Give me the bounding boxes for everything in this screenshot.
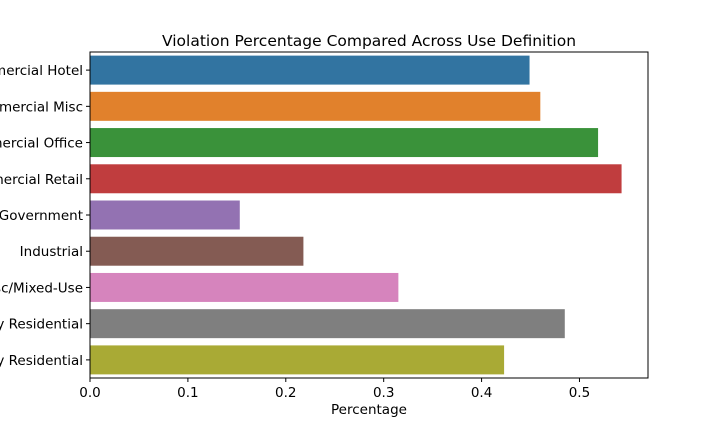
bar-multi-family-residential <box>90 309 565 339</box>
y-tick-label: Commercial Hotel <box>0 63 83 79</box>
x-axis-label: Percentage <box>331 402 407 418</box>
bar-commercial-hotel <box>90 55 530 85</box>
bar-misc-mixed-use <box>90 272 399 302</box>
bar-commercial-retail <box>90 164 622 194</box>
y-tick-label: Multi-Family Residential <box>0 317 83 333</box>
y-tick-label: Commercial Misc <box>0 99 83 115</box>
x-tick-label: 0.2 <box>275 385 296 401</box>
x-tick-label: 0.1 <box>177 385 198 401</box>
x-tick-label: 0.0 <box>79 385 100 401</box>
chart-title: Violation Percentage Compared Across Use… <box>162 32 576 50</box>
bar-single-family-residential <box>90 345 505 375</box>
x-axis-ticks: 0.0 0.1 0.2 0.3 0.4 0.5 <box>79 378 590 401</box>
bars-layer <box>90 55 622 375</box>
y-tick-label: Government <box>0 208 83 224</box>
bar-government <box>90 200 240 230</box>
bar-industrial <box>90 236 304 266</box>
bar-commercial-office <box>90 128 599 158</box>
x-tick-label: 0.4 <box>471 385 492 401</box>
x-tick-label: 0.3 <box>373 385 394 401</box>
y-tick-label: Commercial Retail <box>0 172 83 188</box>
y-tick-label: Misc/Mixed-Use <box>0 280 83 296</box>
x-tick-label: 0.5 <box>569 385 590 401</box>
y-axis-ticks: Commercial Hotel Commercial Misc Commercia… <box>0 63 90 369</box>
y-tick-label: Single Family Residential <box>0 353 83 369</box>
plot-area-frame <box>89 51 649 379</box>
bar-commercial-misc <box>90 91 541 121</box>
y-tick-label: Industrial <box>20 244 83 260</box>
y-tick-label: Commercial Office <box>0 136 83 152</box>
